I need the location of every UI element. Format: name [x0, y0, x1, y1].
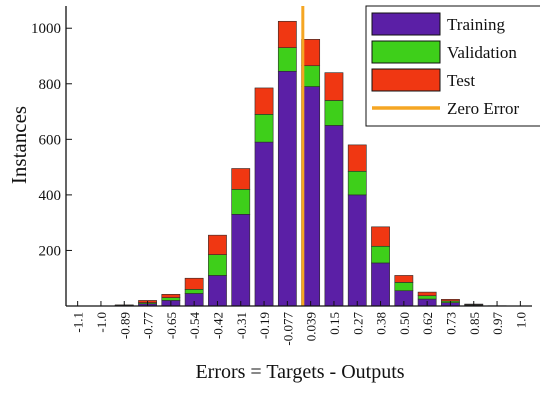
- x-axis-title: Errors = Targets - Outputs: [195, 361, 404, 383]
- y-tick-label-800: 800: [39, 77, 62, 93]
- bar-test-13: [371, 227, 389, 246]
- x-tick-label-12: 0.27: [350, 312, 365, 335]
- legend-label-training: Training: [447, 15, 505, 34]
- x-tick-label-14: 0.50: [397, 312, 412, 335]
- legend-label-zero-error: Zero Error: [447, 99, 520, 118]
- bar-training-7: [232, 214, 250, 306]
- bar-training-11: [325, 125, 343, 306]
- bar-validation-9: [278, 48, 296, 72]
- y-tick-label-600: 600: [39, 132, 62, 148]
- bar-validation-14: [395, 282, 413, 290]
- x-tick-label-7: -0.31: [234, 312, 249, 339]
- x-tick-label-3: -0.77: [141, 312, 156, 340]
- x-tick-label-2: -0.89: [117, 312, 132, 339]
- x-tick-label-1: -1.0: [94, 312, 109, 333]
- bar-training-12: [348, 195, 366, 306]
- bar-test-16: [441, 299, 459, 301]
- x-tick-label-9: -0.077: [280, 312, 295, 346]
- y-axis-title: Instances: [7, 106, 31, 184]
- x-tick-label-10: 0.039: [304, 312, 319, 341]
- bar-training-13: [371, 263, 389, 306]
- bar-validation-15: [418, 296, 436, 299]
- bar-test-11: [325, 73, 343, 101]
- legend-swatch-validation: [372, 41, 440, 63]
- x-tick-label-13: 0.38: [374, 312, 389, 335]
- x-tick-label-6: -0.42: [210, 312, 225, 339]
- bar-validation-13: [371, 246, 389, 263]
- bar-test-4: [162, 294, 180, 297]
- x-tick-label-8: -0.19: [257, 312, 272, 339]
- bar-validation-8: [255, 114, 273, 142]
- bar-test-8: [255, 88, 273, 114]
- x-tick-label-4: -0.65: [164, 312, 179, 339]
- legend-swatch-test: [372, 69, 440, 91]
- x-tick-label-5: -0.54: [187, 312, 202, 340]
- bar-test-9: [278, 21, 296, 47]
- legend-label-test: Test: [447, 71, 475, 90]
- bar-test-12: [348, 145, 366, 171]
- bar-test-7: [232, 169, 250, 190]
- bar-test-6: [208, 235, 226, 254]
- bar-validation-7: [232, 189, 250, 214]
- x-tick-label-19: 1.0: [513, 312, 528, 328]
- x-tick-label-15: 0.62: [420, 312, 435, 335]
- legend-swatch-training: [372, 13, 440, 35]
- bar-test-15: [418, 292, 436, 296]
- bar-training-9: [278, 71, 296, 306]
- y-tick-label-1000: 1000: [31, 21, 61, 37]
- x-tick-label-16: 0.73: [443, 312, 458, 335]
- bar-validation-4: [162, 298, 180, 301]
- bar-validation-5: [185, 289, 203, 293]
- legend: Training Validation Test Zero Error: [366, 6, 540, 126]
- y-tick-label-200: 200: [39, 243, 62, 259]
- y-tick-label-400: 400: [39, 188, 62, 204]
- legend-label-validation: Validation: [447, 43, 517, 62]
- bar-training-8: [255, 142, 273, 306]
- x-tick-label-11: 0.15: [327, 312, 342, 335]
- x-tick-label-17: 0.85: [467, 312, 482, 335]
- bar-validation-12: [348, 171, 366, 195]
- bar-validation-11: [325, 100, 343, 125]
- x-ticks: -1.1 -1.0 -0.89 -0.77 -0.65 -0.54 -0.42 -0.31 -0…: [71, 301, 529, 346]
- x-tick-label-18: 0.97: [490, 312, 505, 335]
- bar-test-5: [185, 278, 203, 289]
- x-tick-label-0: -1.1: [71, 312, 86, 333]
- bar-validation-6: [208, 255, 226, 276]
- bar-test-14: [395, 275, 413, 282]
